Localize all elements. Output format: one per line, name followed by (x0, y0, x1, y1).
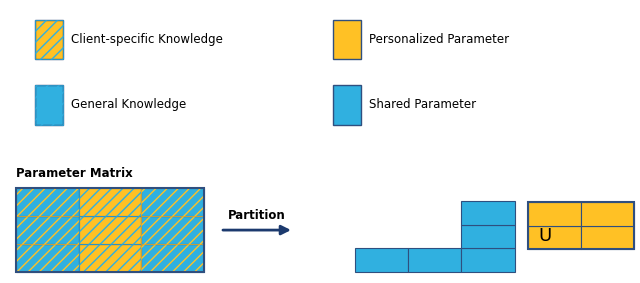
Bar (79, 188, 141, 216)
Bar (141, 188, 204, 216)
Text: U: U (539, 228, 552, 245)
Bar (35, 85, 63, 125)
Bar (141, 244, 204, 272)
Bar (16, 188, 79, 216)
Bar (16, 188, 204, 272)
Bar (16, 244, 79, 272)
Bar (141, 244, 204, 272)
Text: Shared Parameter: Shared Parameter (369, 98, 476, 111)
Bar (528, 202, 634, 249)
Bar (141, 216, 204, 244)
Bar (35, 20, 63, 59)
Bar (528, 202, 581, 226)
Bar (79, 244, 141, 272)
Bar (355, 248, 408, 272)
Bar (16, 216, 79, 244)
Bar (35, 85, 63, 125)
Text: Client-specific Knowledge: Client-specific Knowledge (71, 33, 223, 46)
Bar (35, 20, 63, 59)
Bar (333, 85, 361, 125)
Bar (79, 216, 141, 244)
Text: General Knowledge: General Knowledge (71, 98, 186, 111)
Bar (79, 216, 141, 244)
Bar (333, 20, 361, 59)
Bar (16, 188, 79, 216)
Bar (581, 202, 634, 226)
Bar (461, 201, 515, 225)
Bar (16, 244, 79, 272)
Bar (141, 216, 204, 244)
Bar (461, 248, 515, 272)
Text: Personalized Parameter: Personalized Parameter (369, 33, 509, 46)
Bar (581, 226, 634, 249)
Text: Partition: Partition (228, 209, 286, 222)
Bar (528, 226, 581, 249)
Bar (141, 188, 204, 216)
Text: Parameter Matrix: Parameter Matrix (16, 167, 132, 180)
Bar (79, 188, 141, 216)
Bar (461, 225, 515, 248)
Bar (79, 244, 141, 272)
Bar (408, 248, 461, 272)
Bar (16, 216, 79, 244)
